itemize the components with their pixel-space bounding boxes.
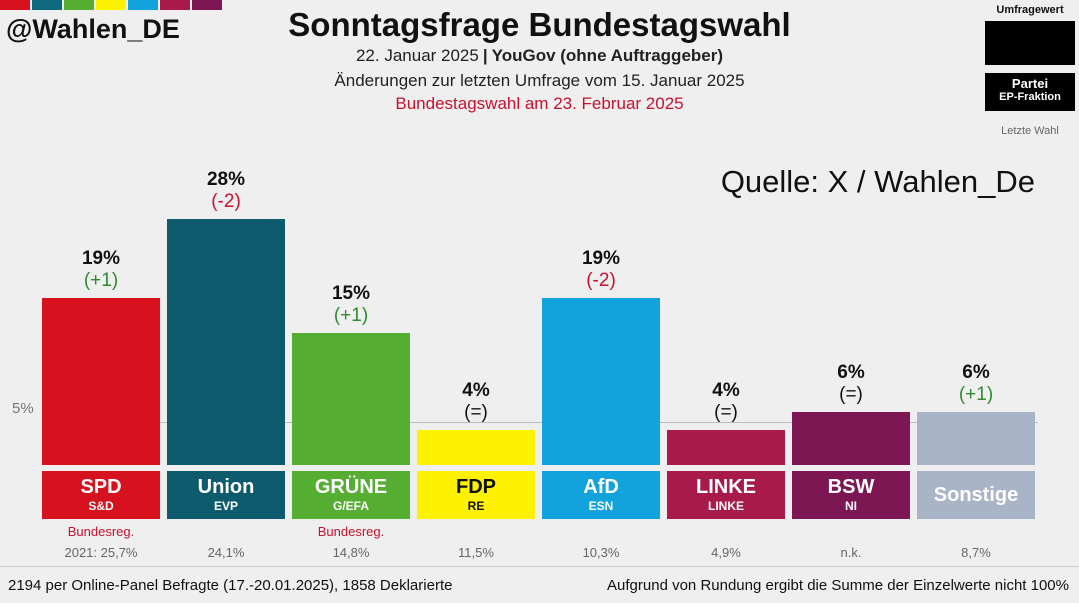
poll-date: 22. Januar 2025: [355, 46, 479, 65]
party-name: BSW: [827, 476, 875, 498]
party-box: Union EVP: [167, 471, 285, 519]
source-label: Quelle: X / Wahlen_De: [720, 164, 1035, 199]
election-date-note: Bundestagswahl am 23. Februar 2025: [395, 94, 684, 113]
legend-value-swatch: [985, 21, 1075, 65]
last-election-value: 14,8%: [332, 545, 370, 560]
party-name: Union: [197, 476, 255, 498]
five-percent-line: [42, 422, 1038, 423]
five-percent-label: 5%: [12, 400, 34, 417]
stripe-swatch: [192, 0, 222, 10]
rounding-note: Aufgrund von Rundung ergibt die Summe de…: [607, 577, 1069, 594]
party-box: Sonstige: [917, 471, 1035, 519]
stripe-swatch: [160, 0, 190, 10]
government-label: Bundesreg.: [67, 524, 135, 539]
ep-fraction: S&D: [88, 499, 114, 513]
value-label: 19%: [581, 248, 621, 269]
footer: 2194 per Online-Panel Befragte (17.-20.0…: [0, 566, 1079, 603]
change-label: (+1): [958, 384, 994, 405]
legend-party-box: Partei EP-Fraktion: [985, 73, 1075, 111]
party-name: Sonstige: [933, 484, 1019, 506]
stripe-swatch: [128, 0, 158, 10]
color-stripe: [0, 0, 224, 10]
ep-fraction: ESN: [588, 499, 614, 513]
ep-fraction: EVP: [213, 499, 238, 513]
value-label: 15%: [331, 283, 371, 304]
last-election-value: 8,7%: [961, 545, 991, 560]
account-handle: @Wahlen_DE: [6, 14, 180, 44]
bar-grüne: [292, 333, 410, 465]
change-label: (=): [464, 402, 488, 423]
party-name: SPD: [80, 476, 122, 498]
bar-linke: [667, 430, 785, 465]
last-election-value: 2021: 25,7%: [64, 545, 138, 560]
page-title: Sonntagsfrage Bundestagswahl: [288, 6, 791, 43]
poll-info-line: 22. Januar 2025 | YouGov (ohne Auftraggebe…: [0, 46, 1079, 66]
value-label: 4%: [712, 380, 740, 401]
value-label: 6%: [837, 362, 865, 383]
bar-spd: [42, 298, 160, 465]
legend: Umfragewert Partei EP-Fraktion Letzte Wa…: [985, 4, 1075, 137]
value-label: 4%: [462, 380, 490, 401]
value-label: 6%: [962, 362, 990, 383]
party-name: GRÜNE: [314, 476, 388, 498]
stripe-swatch: [0, 0, 30, 10]
bar-bsw: [792, 412, 910, 465]
party-box: LINKE LINKE: [667, 471, 785, 519]
bar-fdp: [417, 430, 535, 465]
legend-party-label: Partei: [1011, 76, 1049, 91]
bar-sonstige: [917, 412, 1035, 465]
changes-note: Änderungen zur letzten Umfrage vom 15. J…: [334, 71, 745, 90]
ep-fraction: G/EFA: [332, 499, 369, 513]
change-label: (-2): [586, 270, 616, 291]
poll-institute: YouGov (ohne Auftraggeber): [491, 46, 724, 65]
legend-value-label: Umfragewert: [996, 4, 1064, 16]
ep-fraction: RE: [467, 499, 485, 513]
change-label: (+1): [333, 305, 369, 326]
government-label: Bundesreg.: [317, 524, 385, 539]
ep-fraction: NI: [845, 499, 857, 513]
party-name: LINKE: [696, 476, 756, 498]
stripe-swatch: [96, 0, 126, 10]
sample-note: 2194 per Online-Panel Befragte (17.-20.0…: [8, 577, 453, 594]
change-label: (=): [839, 384, 863, 405]
legend-fraction-label: EP-Fraktion: [999, 91, 1061, 103]
bar-afd: [542, 298, 660, 465]
party-name: FDP: [456, 476, 496, 498]
ep-fraction: LINKE: [708, 499, 744, 513]
last-election-value: 11,5%: [458, 545, 494, 560]
bar-union: [167, 219, 285, 465]
change-label: (=): [714, 402, 738, 423]
last-election-value: 4,9%: [711, 545, 741, 560]
legend-last-election-label: Letzte Wahl: [1001, 125, 1059, 137]
last-election-value: 24,1%: [207, 545, 245, 560]
stripe-swatch: [32, 0, 62, 10]
party-box: SPD S&D: [42, 471, 160, 519]
separator: |: [482, 46, 488, 65]
change-label: (-2): [211, 191, 241, 212]
party-box: FDP RE: [417, 471, 535, 519]
party-box: GRÜNE G/EFA: [292, 471, 410, 519]
change-label: (+1): [83, 270, 119, 291]
last-election-value: n.k.: [840, 545, 862, 560]
stripe-swatch: [64, 0, 94, 10]
last-election-value: 10,3%: [582, 545, 620, 560]
party-box: AfD ESN: [542, 471, 660, 519]
party-box: BSW NI: [792, 471, 910, 519]
value-label: 19%: [81, 248, 121, 269]
value-label: 28%: [206, 169, 246, 190]
party-name: AfD: [583, 476, 619, 498]
